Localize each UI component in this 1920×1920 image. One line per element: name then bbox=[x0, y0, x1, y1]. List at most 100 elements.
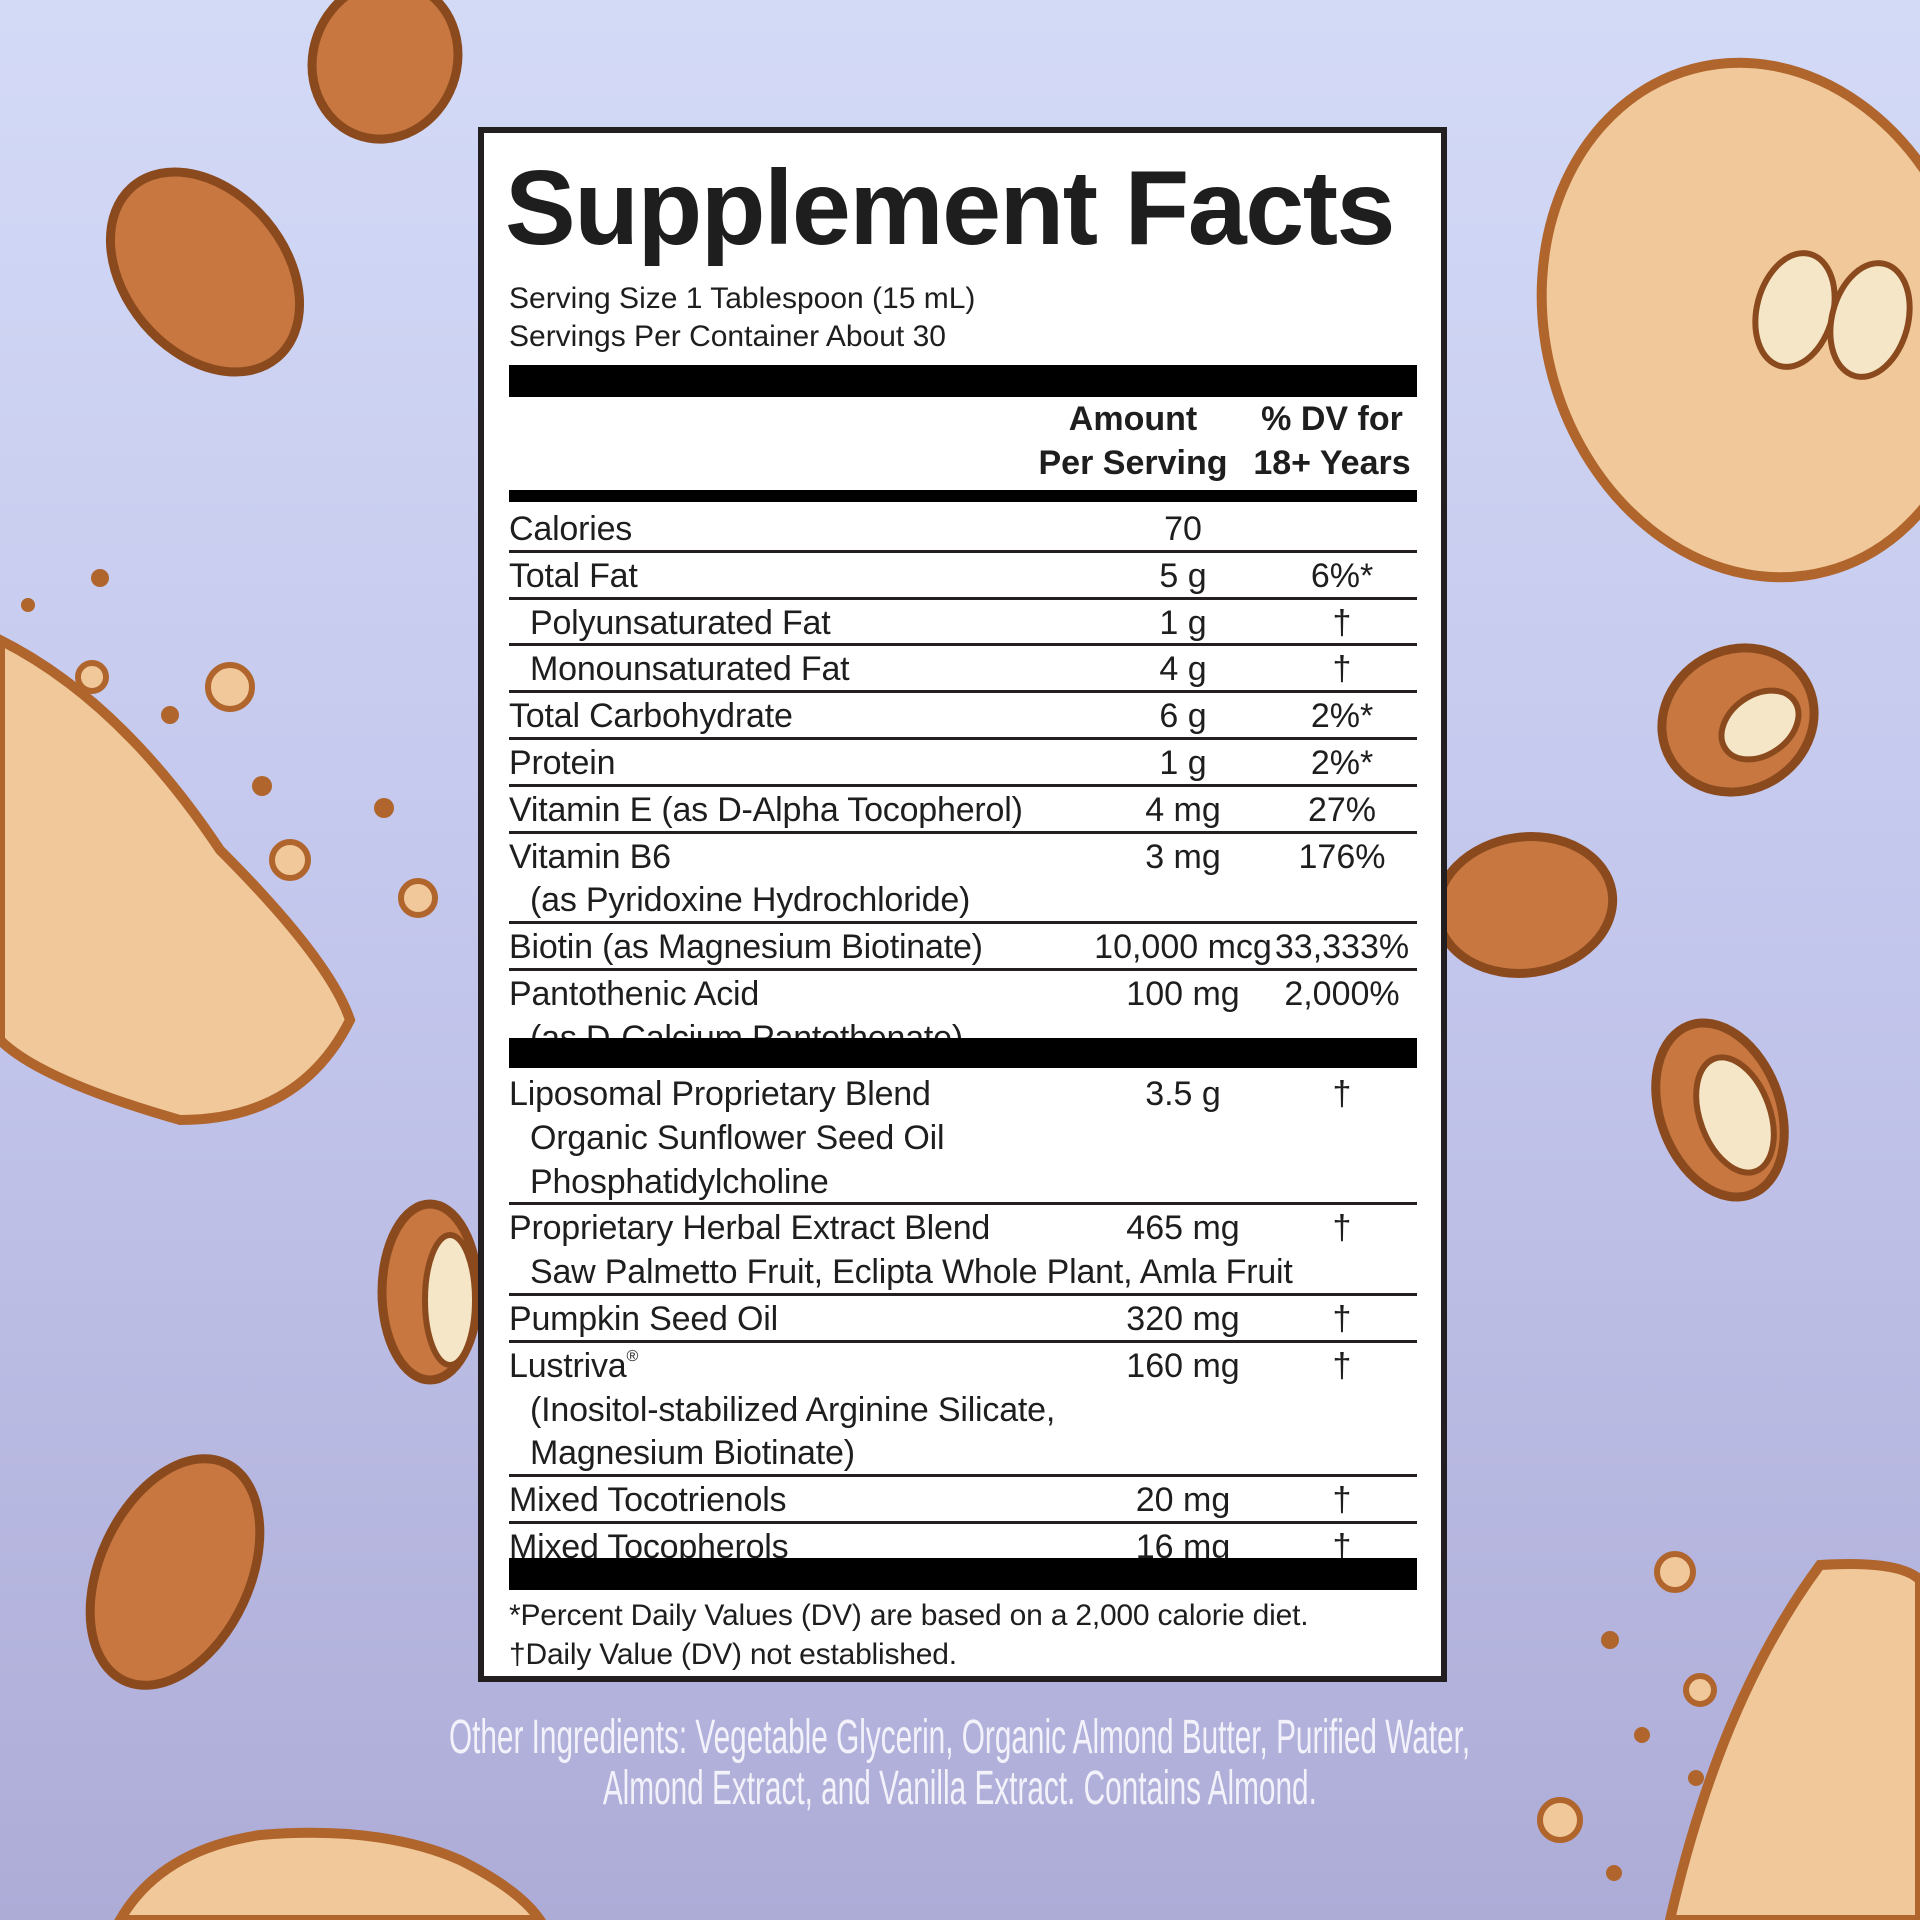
nutrient-name: Total Carbohydrate bbox=[509, 693, 1417, 737]
servings-per-container: Servings Per Container About 30 bbox=[509, 320, 946, 353]
nutrient-text: Biotin (as Magnesium Biotinate) bbox=[509, 928, 983, 967]
panel-title: Supplement Facts bbox=[505, 149, 1395, 267]
nutrient-text: Magnesium Biotinate) bbox=[530, 1434, 855, 1473]
daily-value-percent: † bbox=[1332, 1075, 1352, 1113]
nutrient-text: Organic Sunflower Seed Oil bbox=[530, 1118, 945, 1157]
almond-illustration bbox=[105, 167, 305, 377]
divider-bar bbox=[509, 1038, 1417, 1068]
nutrient-text: Proprietary Herbal Extract Blend bbox=[509, 1209, 991, 1248]
nutrient-row: Vitamin E (as D-Alpha Tocopherol) 4 mg 27% bbox=[509, 787, 1417, 834]
nutrient-name: Lustriva® bbox=[509, 1343, 1417, 1387]
daily-value-percent: 2%* bbox=[1310, 743, 1374, 782]
nutrient-name: Monounsaturated Fat bbox=[509, 646, 1417, 690]
nutrient-text: (as Pyridoxine Hydrochloride) bbox=[530, 881, 971, 920]
nutrient-name: Proprietary Herbal Extract Blend bbox=[509, 1205, 1417, 1249]
nutrient-text: Lustriva bbox=[509, 1346, 627, 1385]
nutrient-detail: Organic Sunflower Seed Oil bbox=[509, 1115, 1417, 1159]
header-dv: % DV for bbox=[1261, 400, 1403, 438]
daily-value-percent: 176% bbox=[1298, 837, 1386, 876]
nutrient-text: Monounsaturated Fat bbox=[530, 650, 850, 689]
nutrient-name: Protein bbox=[509, 740, 1417, 784]
nutrient-text: Pumpkin Seed Oil bbox=[509, 1299, 778, 1338]
daily-value-percent: † bbox=[1332, 1299, 1352, 1338]
amount-per-serving: 4 mg bbox=[1145, 790, 1221, 829]
nutrient-name: Liposomal Proprietary Blend bbox=[509, 1071, 1417, 1115]
nutrient-row: Protein 1 g 2%* bbox=[509, 740, 1417, 787]
registered-mark: ® bbox=[626, 1347, 639, 1365]
nutrient-row: Total Fat 5 g 6%* bbox=[509, 553, 1417, 600]
cookie-illustration bbox=[0, 634, 356, 1126]
nutrient-row: Proprietary Herbal Extract Blend Saw Palm… bbox=[509, 1205, 1417, 1296]
nutrient-detail: Phosphatidylcholine bbox=[509, 1159, 1417, 1203]
nutrient-row: Calories 70 bbox=[509, 506, 1417, 553]
daily-value-percent: † bbox=[1332, 1209, 1352, 1248]
divider-bar bbox=[509, 1558, 1417, 1590]
nutrient-name: Biotin (as Magnesium Biotinate) bbox=[509, 924, 1417, 968]
other-ingredients-line: Other Ingredients: Vegetable Glycerin, O… bbox=[449, 1711, 1471, 1764]
nutrient-text: Vitamin E (as D-Alpha Tocopherol) bbox=[509, 790, 1023, 829]
other-ingredients-line: Almond Extract, and Vanilla Extract. Con… bbox=[602, 1762, 1318, 1815]
amount-per-serving: 1 g bbox=[1159, 743, 1207, 782]
nutrient-row: Mixed Tocotrienols 20 mg † bbox=[509, 1477, 1417, 1524]
nutrient-name: Polyunsaturated Fat bbox=[509, 600, 1417, 644]
nutrient-text: (Inositol-stabilized Arginine Silicate, bbox=[530, 1390, 1056, 1429]
nutrient-detail: Magnesium Biotinate) bbox=[509, 1430, 1417, 1474]
daily-value-percent: 6%* bbox=[1310, 556, 1374, 595]
amount-per-serving: 6 g bbox=[1159, 697, 1207, 736]
amount-per-serving: 160 mg bbox=[1126, 1346, 1240, 1385]
divider-bar bbox=[509, 365, 1417, 397]
nutrient-name: Pantothenic Acid bbox=[509, 971, 1417, 1015]
nutrient-text: Saw Palmetto Fruit, Eclipta Whole Plant,… bbox=[530, 1253, 1293, 1292]
serving-size: Serving Size 1 Tablespoon (15 mL) bbox=[509, 282, 976, 315]
nutrient-name: Total Fat bbox=[509, 553, 1417, 597]
amount-per-serving: 1 g bbox=[1159, 603, 1207, 642]
nutrient-name: Vitamin B6 bbox=[509, 834, 1417, 878]
nutrient-row: Total Carbohydrate 6 g 2%* bbox=[509, 693, 1417, 740]
amount-per-serving: 10,000 mcg bbox=[1094, 928, 1272, 967]
nutrient-row: Biotin (as Magnesium Biotinate) 10,000 mc… bbox=[509, 924, 1417, 971]
divider-bar bbox=[509, 490, 1417, 502]
daily-value-percent: 2%* bbox=[1310, 697, 1374, 736]
daily-value-percent: † bbox=[1332, 1481, 1352, 1520]
nutrient-row: Polyunsaturated Fat 1 g † bbox=[509, 600, 1417, 647]
amount-per-serving: 465 mg bbox=[1126, 1209, 1240, 1248]
nutrient-text: Phosphatidylcholine bbox=[530, 1162, 829, 1201]
footnote-dv: *Percent Daily Values (DV) are based on … bbox=[509, 1599, 1309, 1632]
nutrient-row: Vitamin B6 (as Pyridoxine Hydrochloride) 3… bbox=[509, 834, 1417, 925]
amount-per-serving: 3.5 g bbox=[1145, 1075, 1221, 1113]
almond-illustration bbox=[85, 1454, 265, 1690]
other-ingredients: Other Ingredients: Vegetable Glycerin, O… bbox=[0, 1712, 1920, 1814]
nutrient-text: Calories bbox=[509, 510, 633, 548]
daily-value-percent: 2,000% bbox=[1284, 974, 1400, 1013]
header-amount: Amount bbox=[1068, 400, 1198, 438]
nutrient-row: Pumpkin Seed Oil 320 mg † bbox=[509, 1296, 1417, 1343]
nutrient-text: Mixed Tocotrienols bbox=[509, 1481, 787, 1520]
amount-per-serving: 5 g bbox=[1159, 556, 1207, 595]
almond-illustration bbox=[307, 0, 463, 144]
nutrient-detail: Saw Palmetto Fruit, Eclipta Whole Plant,… bbox=[509, 1249, 1417, 1293]
daily-value-percent: † bbox=[1332, 1527, 1352, 1566]
nutrient-row: Lustriva® (Inositol-stabilized Arginine S… bbox=[509, 1343, 1417, 1478]
blend-section: Liposomal Proprietary Blend Organic Sunfl… bbox=[509, 1071, 1417, 1568]
nutrient-text: Pantothenic Acid bbox=[509, 974, 760, 1013]
nutrient-text: Total Fat bbox=[509, 556, 638, 595]
nutrient-row: Monounsaturated Fat 4 g † bbox=[509, 646, 1417, 694]
daily-value-percent: 33,333% bbox=[1274, 928, 1410, 967]
nutrient-text: Polyunsaturated Fat bbox=[530, 603, 831, 642]
nutrient-name: Pumpkin Seed Oil bbox=[509, 1296, 1417, 1340]
daily-value-percent: † bbox=[1332, 1346, 1352, 1385]
nutrient-text: Protein bbox=[509, 743, 616, 782]
daily-value-percent: 27% bbox=[1307, 790, 1377, 829]
nutrient-text: Total Carbohydrate bbox=[509, 697, 793, 736]
footnote-dagger: †Daily Value (DV) not established. bbox=[509, 1638, 957, 1671]
nutrient-text: Liposomal Proprietary Blend bbox=[509, 1075, 931, 1113]
amount-per-serving: 3 mg bbox=[1145, 837, 1221, 876]
almond-illustration bbox=[1432, 832, 1618, 978]
daily-value-percent: † bbox=[1332, 603, 1352, 642]
nutrient-name: Vitamin E (as D-Alpha Tocopherol) bbox=[509, 787, 1417, 831]
amount-per-serving: 4 g bbox=[1159, 650, 1207, 689]
cookie-illustration bbox=[114, 1827, 547, 1920]
nutrient-name: Calories bbox=[509, 506, 1417, 550]
amount-per-serving: 70 bbox=[1164, 510, 1202, 548]
